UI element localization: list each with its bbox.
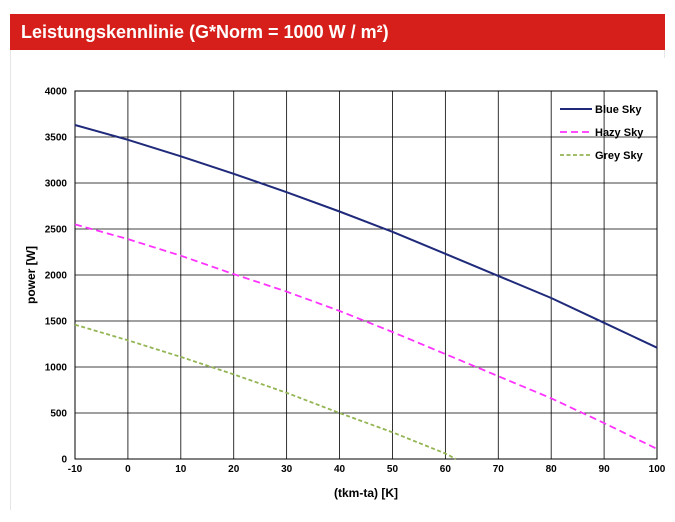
x-tick-label: -10 <box>68 464 83 475</box>
series-line-hazy-sky <box>74 223 658 450</box>
tick-labels: -10 0 10 20 30 40 50 60 70 80 90 100050010001500200… <box>45 87 666 476</box>
x-tick-label: 100 <box>649 464 666 475</box>
series-group <box>74 124 658 460</box>
series-line-grey-sky <box>74 323 457 460</box>
y-tick-label: 3500 <box>45 133 68 144</box>
page-title: Leistungskennlinie (G*Norm = 1000 W / m²… <box>21 21 389 42</box>
x-tick-label: 70 <box>493 464 505 475</box>
x-tick-label: 90 <box>599 464 611 475</box>
y-tick-label: 1500 <box>45 317 68 328</box>
y-tick-label: 0 <box>61 455 67 466</box>
x-tick-label: 0 <box>125 464 131 475</box>
y-tick-label: 500 <box>50 409 67 420</box>
y-tick-label: 2500 <box>45 225 68 236</box>
y-tick-label: 1000 <box>45 363 68 374</box>
y-tick-label: 3000 <box>45 179 68 190</box>
x-tick-label: 50 <box>387 464 399 475</box>
legend: Blue Sky Hazy Sky Grey Sky <box>560 104 644 162</box>
header-bar: Leistungskennlinie (G*Norm = 1000 W / m²… <box>10 14 665 50</box>
legend-label-blue-sky: Blue Sky <box>595 104 642 116</box>
grid <box>75 91 657 459</box>
legend-label-hazy-sky: Hazy Sky <box>595 127 644 139</box>
x-tick-label: 10 <box>175 464 187 475</box>
y-axis-label: power [W] <box>24 246 38 304</box>
legend-label-grey-sky: Grey Sky <box>595 150 644 162</box>
x-tick-label: 20 <box>228 464 240 475</box>
left-rule <box>10 50 11 510</box>
x-axis-label: (tkm-ta) [K] <box>334 486 398 500</box>
x-tick-label: 30 <box>281 464 293 475</box>
x-tick-label: 60 <box>440 464 452 475</box>
right-rule <box>664 50 665 58</box>
y-tick-label: 2000 <box>45 271 68 282</box>
x-tick-label: 80 <box>546 464 558 475</box>
x-tick-label: 40 <box>334 464 346 475</box>
series-line-blue-sky <box>74 124 658 349</box>
y-tick-label: 4000 <box>45 87 68 98</box>
